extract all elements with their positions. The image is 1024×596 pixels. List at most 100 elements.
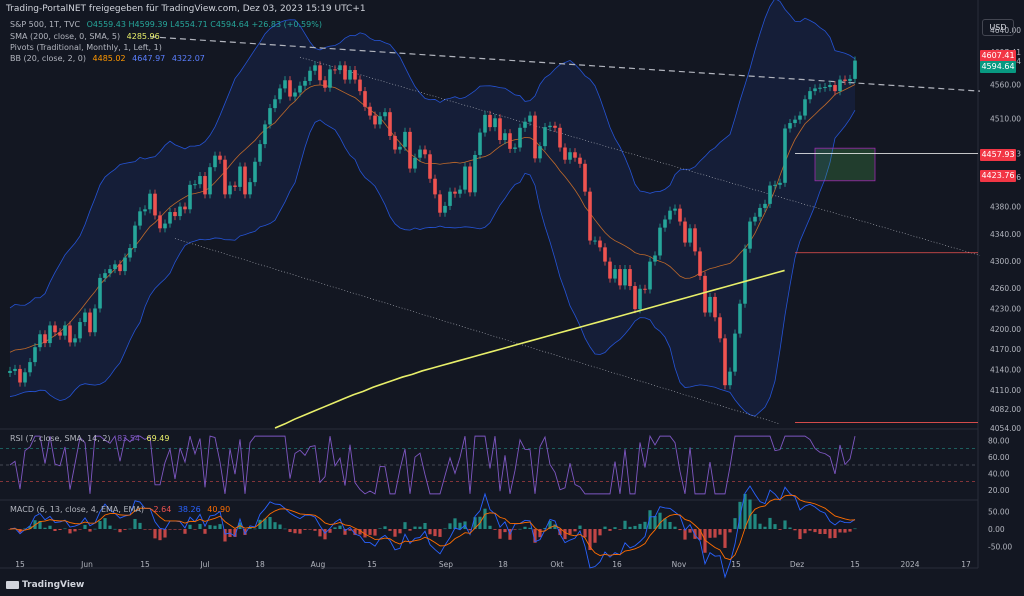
legend-bb-row[interactable]: BB (20, close, 2, 0) 4485.02 4647.97 432… [10,54,205,63]
legend-rsi-row[interactable]: RSI (7, close, SMA, 14, 2) 83.54 69.49 [10,434,169,443]
candle-body [108,269,112,274]
macd-histogram-bar [28,526,32,529]
price-tick-label: 4054.00 [990,424,1021,433]
candle-body [398,146,402,150]
candle-body [758,207,762,217]
time-tick-label: Aug [311,560,326,569]
legend-pivots-row[interactable]: Pivots (Traditional, Monthly, 1, Left, 1… [10,43,162,52]
macd-histogram-bar [63,528,67,530]
candle-body [58,332,62,336]
candle-body [633,286,637,310]
candle-body [793,119,797,124]
candle [253,157,257,187]
macd-histogram-bar [583,529,587,538]
candle-body [553,125,557,128]
candle-body [623,269,627,286]
candle [538,142,542,163]
candle [613,264,617,283]
macd-line [9,485,856,579]
macd-histogram-bar [208,525,212,529]
candle [328,65,332,92]
macd-histogram-bar [368,529,372,535]
candle-body [803,99,807,116]
macd-histogram-bar [748,499,752,529]
candle [83,308,87,327]
candle [48,321,52,348]
candle-body [358,79,362,92]
candle-body [373,115,377,125]
candle [608,257,612,283]
candle-body [498,118,502,141]
candle-body [463,166,467,190]
candle-body [218,155,222,160]
candle [358,75,362,96]
candle [133,221,137,253]
macd-histogram-bar [393,529,397,537]
macd-histogram-bar [138,522,142,529]
candle-body [683,221,687,243]
legend-macd-row[interactable]: MACD (6, 13, close, 4, EMA, EMA) -2.64 3… [10,505,230,514]
macd-histogram-bar [578,525,582,529]
candle-body [303,80,307,86]
macd-histogram-bar [48,525,52,529]
candle [798,111,802,124]
candle [223,155,227,199]
time-tick-label: 18 [255,560,265,569]
macd-histogram-bar [548,520,552,529]
legend-macd-line: 38.26 [177,505,201,514]
candle [148,189,152,214]
candle-body [213,155,217,168]
macd-histogram-bar [653,515,657,529]
candle [173,207,177,221]
candle-body [538,146,542,159]
candle [323,76,327,92]
macd-histogram-bar [573,529,577,532]
macd-histogram-bar [373,529,377,536]
candle-body [518,127,522,148]
candle [203,171,207,199]
macd-histogram-bar [348,529,352,531]
legend-symbol-row[interactable]: S&P 500, 1T, TVC O4559.43 H4599.39 L4554… [10,20,322,29]
candle [128,243,132,262]
macd-histogram-bar [118,529,122,533]
macd-histogram-bar [488,525,492,529]
candle [143,205,147,216]
candle-body [828,85,832,88]
candle-body [748,221,752,249]
macd-histogram-bar [813,529,817,533]
macd-histogram-bar [158,529,162,541]
macd-histogram-bar [363,529,367,538]
bollinger-fill [10,0,855,417]
tradingview-logo[interactable]: TradingView [6,580,84,590]
candle-body [613,269,617,279]
candle [698,247,702,280]
candle [298,81,302,97]
candle [693,224,697,256]
candle-body [643,288,647,290]
candle [58,328,62,340]
currency-button[interactable]: USD [982,19,1014,36]
candle [378,112,382,129]
macd-tick-label: -50.00 [988,543,1012,552]
candle [408,127,412,173]
macd-histogram-bar [538,529,542,538]
candle [163,219,167,233]
candle-body [663,219,667,228]
macd-histogram-bar [768,517,772,529]
macd-histogram-bar [688,529,692,533]
macd-histogram-bar [303,529,307,530]
candle [648,257,652,294]
price-tick-label: 4140.00 [990,366,1021,375]
macd-histogram-bar [168,529,172,530]
candle [288,76,292,101]
candle-body [263,124,267,145]
candle [593,236,597,245]
candle [478,128,482,160]
legend-bb-upper: 4647.97 [132,54,166,63]
candle [548,121,552,132]
legend-sma-row[interactable]: SMA (200, close, 0, SMA, 5) 4285.96 [10,32,160,41]
candle [553,121,557,132]
candle-body [738,303,742,334]
macd-tick-label: 0.00 [988,525,1005,534]
